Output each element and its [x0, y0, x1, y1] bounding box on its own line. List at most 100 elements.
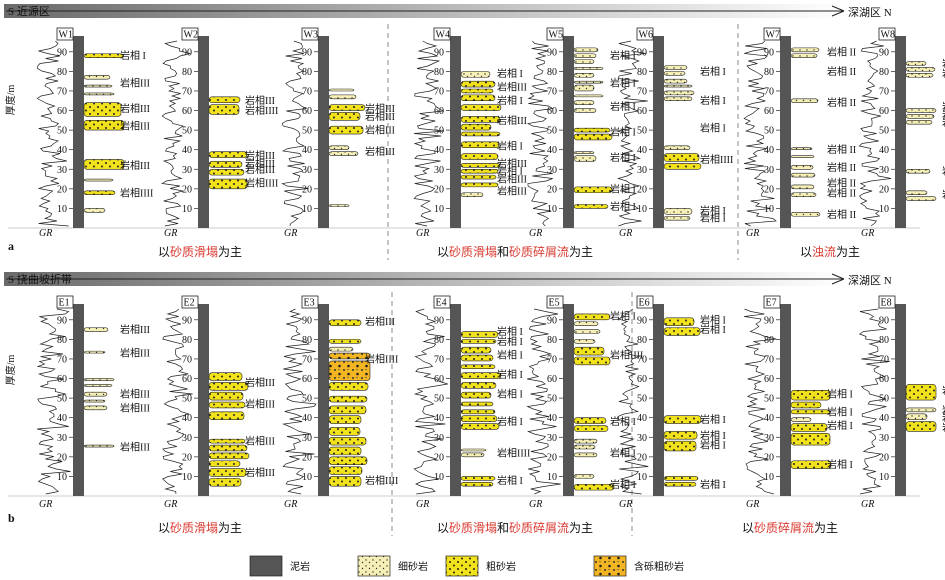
facies-label: 岩相III — [120, 102, 150, 115]
legend-label: 含砾粗砂岩 — [634, 560, 684, 573]
depth-tick-label: 50 — [434, 394, 444, 405]
depth-tick-label: 70 — [434, 354, 444, 365]
lithology-bed-coarse — [328, 104, 366, 111]
depth-tick-label: 80 — [764, 335, 774, 346]
lithology-bed-fine — [460, 192, 484, 197]
facies-label: 岩相 I — [610, 415, 636, 428]
lithology-bed-fine — [663, 90, 695, 96]
gr-label: GR — [529, 499, 542, 510]
lithology-bed-coarse — [328, 476, 362, 487]
lithology-bed-coarse — [460, 415, 498, 422]
depth-tick-label: 30 — [879, 433, 889, 444]
lithology-bed-coarse — [460, 409, 496, 415]
depth-tick-label: 40 — [182, 413, 192, 424]
lithology-bed-fine — [573, 452, 598, 458]
well-name-box — [433, 27, 451, 41]
panel-b: S 挠曲坡折带 深湖区 N 厚度/m E1 10 20 30 40 50 60 70 80 90 GR 岩相… — [4, 272, 945, 536]
lithology-bed-coarse — [328, 112, 361, 121]
caption-text: 和 — [497, 245, 509, 259]
facies-label: 岩相 I — [700, 212, 726, 225]
lithology-bed-fine — [663, 78, 688, 84]
depth-tick-label: 20 — [764, 452, 774, 463]
lithology-bed-fine — [573, 108, 597, 113]
depth-tick-label: 40 — [764, 145, 774, 156]
depth-tick-label: 20 — [879, 184, 889, 195]
lithology-bed-fine — [328, 346, 354, 352]
gr-label: GR — [619, 499, 632, 510]
facies-label: 岩相 II — [827, 161, 856, 174]
legend-swatch-mud — [249, 555, 283, 577]
lithology-bed-coarse — [460, 131, 501, 137]
caption-highlight: 砂质滑塌 — [170, 245, 218, 259]
lithology-bed-fine — [573, 474, 595, 479]
lithology-bed-fine — [83, 391, 108, 397]
facies-label: 岩相 I — [700, 323, 726, 336]
facies-label: 岩相 I — [827, 419, 853, 432]
depth-tick-label: 80 — [879, 67, 889, 78]
depth-tick-label: 30 — [547, 165, 557, 176]
gr-log-curve — [616, 40, 648, 227]
well-name: W5 — [549, 30, 563, 41]
facies-label: 岩相 II — [942, 108, 945, 121]
depth-tick-label: 40 — [434, 145, 444, 156]
depth-tick-label: 40 — [57, 413, 67, 424]
panel-letter: b — [8, 511, 15, 525]
well-name: E8 — [881, 298, 892, 309]
depth-tick-label: 30 — [547, 433, 557, 444]
lithology-bed-coarse — [208, 168, 245, 176]
depth-tick-label: 30 — [182, 165, 192, 176]
depth-tick-label: 90 — [434, 47, 444, 58]
depth-tick-label: 30 — [57, 433, 67, 444]
lithology-bed-coarse — [208, 460, 241, 467]
lithology-bed-coarse — [208, 411, 245, 420]
depth-tick-label: 80 — [547, 335, 557, 346]
depth-tick-label: 90 — [434, 315, 444, 326]
lithology-bed-fine — [83, 74, 111, 80]
well-name-box — [636, 27, 654, 41]
lithology-bed-fine — [663, 215, 691, 221]
lithology-bed-fine — [790, 192, 817, 197]
legend-swatch-coarse — [445, 555, 479, 577]
caption-highlight: 浊流 — [812, 245, 836, 259]
lithology-bed-coarse — [905, 384, 937, 401]
facies-label: 岩相 I — [497, 325, 523, 338]
depth-tick-label: 50 — [57, 394, 67, 405]
lithology-bed-coarse — [663, 153, 700, 162]
facies-label: 岩相 II — [827, 45, 856, 58]
well-W2: W2102030405060708090GR岩相IIII岩相III岩相III岩相… — [161, 27, 278, 239]
lithology-bed-coarse — [208, 178, 248, 190]
gr-log-curve — [743, 40, 777, 227]
depth-tick-label: 60 — [302, 106, 312, 117]
lithology-bed-coarse — [790, 423, 828, 432]
depth-tick-label: 50 — [57, 126, 67, 137]
lithology-bed-fine — [460, 71, 491, 78]
lithology-bed-coarse — [573, 356, 611, 366]
well-name: W2 — [184, 30, 198, 41]
facies-label: 岩相 I — [610, 77, 636, 90]
well-name: E1 — [59, 298, 70, 309]
lithology-bed-fine — [573, 151, 595, 154]
lithology-bed-fine — [83, 84, 113, 88]
lithology-bed-fine — [905, 67, 936, 72]
gr-label: GR — [619, 228, 632, 239]
facies-label: 岩相 II — [942, 67, 945, 80]
depth-tick-label: 20 — [764, 184, 774, 195]
gr-log-curve — [744, 308, 777, 495]
lithology-bed-coarse — [790, 401, 822, 409]
lithology-bed-coarse — [328, 395, 368, 403]
depth-tick-label: 40 — [764, 413, 774, 424]
lithology-bed-fine — [790, 147, 813, 151]
lithology-bed-fine — [573, 339, 596, 344]
mudstone-column — [73, 304, 84, 496]
well-name-box — [181, 295, 199, 309]
facies-label: 岩相III — [365, 124, 395, 137]
depth-tick-label: 10 — [434, 204, 444, 215]
facies-label: 岩相 I — [942, 421, 945, 434]
depth-tick-label: 90 — [57, 47, 67, 58]
facies-label: 岩相 I — [700, 313, 726, 326]
lithology-bed-fine — [790, 47, 820, 53]
well-name-box — [56, 295, 74, 309]
caption-text: 为主 — [569, 245, 593, 259]
